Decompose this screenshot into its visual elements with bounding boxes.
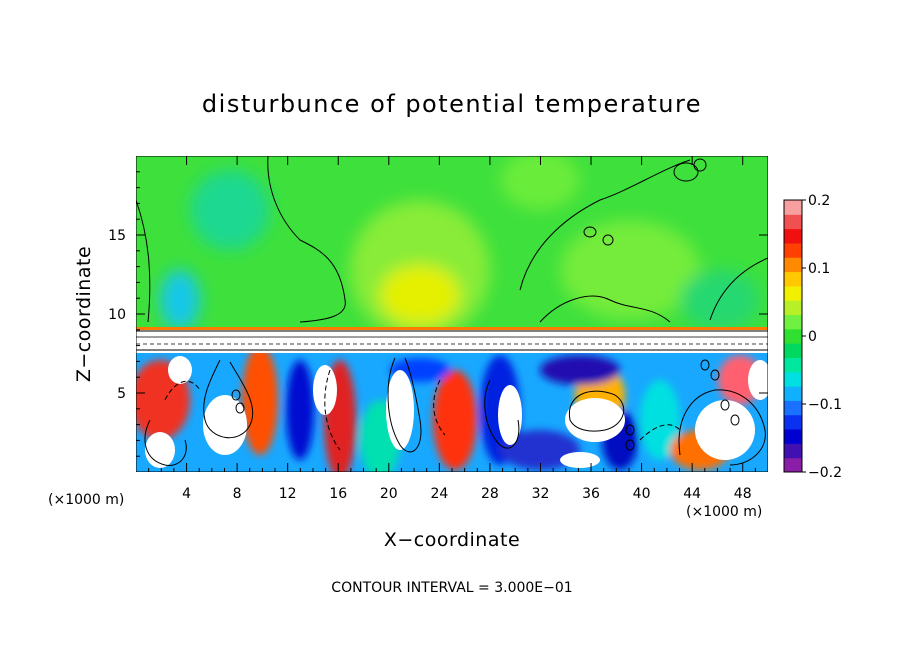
z-axis: 5 10 15 (108, 171, 768, 457)
colorbar-swatch (784, 271, 802, 287)
colorbar-tick-label: −0.1 (808, 397, 842, 413)
z-tick-label: 10 (108, 307, 126, 323)
x-tick-label: 12 (279, 486, 297, 502)
colorbar-tick-label: −0.2 (808, 465, 842, 481)
colorbar-swatch (784, 314, 802, 330)
x-tick-label: 16 (329, 486, 347, 502)
colorbar-tick-label: 0.1 (808, 261, 830, 277)
colorbar-tick-label: 0 (808, 329, 817, 345)
plot-area (136, 156, 768, 472)
colorbar-swatch (784, 386, 802, 401)
contour-interval-label: CONTOUR INTERVAL = 3.000E−01 (331, 580, 572, 596)
x-tick-label: 24 (430, 486, 448, 502)
colorbar-swatch (784, 400, 802, 416)
x-tick-label: 28 (481, 486, 499, 502)
x-tick-label: 32 (532, 486, 550, 502)
z-tick-label: 5 (117, 386, 126, 402)
x-tick-label: 40 (633, 486, 651, 502)
x-tick-label: 36 (582, 486, 600, 502)
colorbar-swatch (784, 228, 802, 244)
colorbar-swatch (784, 357, 802, 373)
colorbar-swatch (784, 214, 802, 230)
x-tick-label: 20 (380, 486, 398, 502)
x-unit-left: (×1000 m) (48, 492, 124, 508)
off-scale-patches (145, 356, 768, 468)
colorbar-swatch (784, 300, 802, 316)
interface-band (136, 327, 768, 354)
colorbar-swatch (784, 200, 802, 215)
chart-title: disturbunce of potential temperature (202, 90, 702, 118)
colorbar-swatch (784, 429, 802, 444)
colorbar-swatch (784, 443, 802, 459)
x-tick-label: 44 (683, 486, 701, 502)
colorbar: 0.2 0.1 0 −0.1 −0.2 (783, 193, 842, 481)
colorbar-swatch (784, 242, 802, 258)
colorbar-swatch (784, 457, 802, 473)
x-tick-label: 8 (233, 486, 242, 502)
colorbar-swatch (784, 343, 802, 358)
colorbar-swatch (784, 285, 802, 301)
colorbar-swatch (784, 414, 802, 430)
upper-layer-field (160, 156, 760, 328)
z-axis-label: Z−coordinate (73, 246, 95, 382)
x-axis: 4 8 12 16 20 24 28 32 36 40 44 48 (148, 156, 756, 502)
lower-layer-field (136, 353, 768, 472)
z-tick-label: 15 (108, 228, 126, 244)
colorbar-tick-label: 0.2 (808, 193, 830, 209)
x-unit-right: (×1000 m) (686, 504, 762, 520)
x-axis-label: X−coordinate (384, 529, 520, 551)
x-tick-label: 4 (182, 486, 191, 502)
colorbar-swatch (784, 371, 802, 387)
colorbar-swatch (784, 328, 802, 344)
contour-lines (136, 156, 768, 466)
colorbar-swatch (784, 257, 802, 273)
x-tick-label: 48 (734, 486, 752, 502)
